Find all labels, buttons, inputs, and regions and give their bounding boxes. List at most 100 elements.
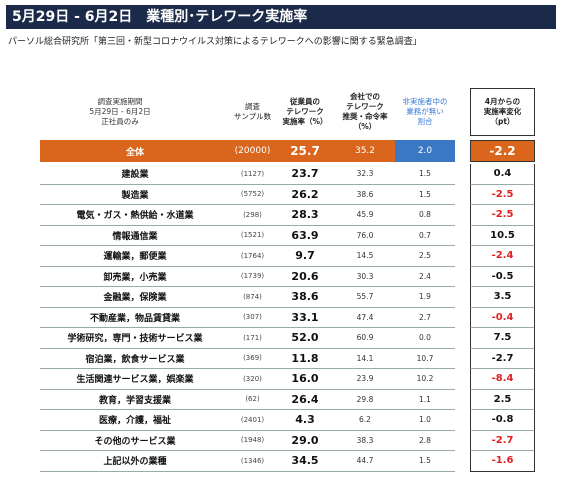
row-recommend: 38.3 [335,431,395,451]
row-sample: (2401) [230,410,275,431]
row-sample: (1127) [230,164,275,185]
total-industry: 全体 [125,147,144,158]
row-recommend: 30.3 [335,267,395,287]
row-recommend: 45.9 [335,205,395,226]
row-rate: 33.1 [275,308,335,328]
row-rate: 28.3 [275,205,335,226]
column-header: 4月からの 実施率変化 （pt） [470,88,535,136]
row-recommend: 14.1 [335,349,395,369]
total-sample: (20000) [234,146,271,156]
row-sample: (1764) [230,246,275,267]
row-recommend: 60.9 [335,328,395,349]
row-recommend: 47.4 [335,308,395,328]
row-no-work: 1.9 [395,287,455,308]
row-rate: 26.2 [275,185,335,205]
total-no-work: 2.0 [395,140,455,162]
row-recommend: 55.7 [335,287,395,308]
row-rate: 29.0 [275,431,335,451]
row-recommend: 23.9 [335,369,395,390]
row-no-work: 1.5 [395,451,455,472]
column-header: 非実施者中の 業務が無い 割合 [402,97,448,126]
row-industry: 金融業，保険業 [40,287,230,308]
row-rate: 9.7 [275,246,335,267]
row-change: -0.8 [470,410,535,431]
row-rate: 20.6 [275,267,335,287]
row-sample: (1346) [230,451,275,472]
row-change: -0.5 [470,266,535,287]
row-rate: 63.9 [275,226,335,246]
row-industry: 不動産業，物品賃貸業 [40,308,230,328]
row-no-work: 2.7 [395,308,455,328]
row-industry: 宿泊業，飲食サービス業 [40,349,230,369]
row-rate: 23.7 [275,164,335,185]
row-rate: 34.5 [275,451,335,472]
row-change: -2.5 [470,184,535,205]
row-sample: (1948) [230,431,275,451]
row-recommend: 44.7 [335,451,395,472]
row-change: -2.5 [470,205,535,226]
total-row-bg [40,140,455,162]
row-industry: 卸売業，小売業 [40,267,230,287]
title-bar: 5月29日 - 6月2日 業種別･テレワーク実施率 [6,5,556,29]
row-no-work: 0.7 [395,226,455,246]
total-recommend: 35.2 [354,146,376,156]
row-industry: 情報通信業 [40,226,230,246]
row-recommend: 32.3 [335,164,395,185]
row-change: -2.4 [470,246,535,267]
row-sample: (369) [230,349,275,369]
row-no-work: 0.0 [395,328,455,349]
row-rate: 52.0 [275,328,335,349]
row-rate: 11.8 [275,349,335,369]
row-no-work: 2.4 [395,267,455,287]
row-no-work: 10.2 [395,369,455,390]
row-no-work: 1.1 [395,390,455,410]
row-industry: 医療，介護，福祉 [40,410,230,431]
row-change: 2.5 [470,389,535,410]
row-sample: (874) [230,287,275,308]
row-rate: 26.4 [275,390,335,410]
row-no-work: 1.0 [395,410,455,431]
row-sample: (307) [230,308,275,328]
row-no-work: 10.7 [395,349,455,369]
row-industry: 上記以外の業種 [40,451,230,472]
row-change: 7.5 [470,328,535,349]
row-no-work: 1.5 [395,164,455,185]
row-rate: 4.3 [275,410,335,431]
row-change: -1.6 [470,451,535,472]
row-rate: 16.0 [275,369,335,390]
row-industry: 教育，学習支援業 [40,390,230,410]
row-industry: 運輸業，郵便業 [40,246,230,267]
row-rate: 38.6 [275,287,335,308]
period-note: 調査実施期間 5月29日 - 6月2日 正社員のみ [89,97,151,126]
row-recommend: 14.5 [335,246,395,267]
row-change: -2.7 [470,430,535,451]
row-change: -0.4 [470,307,535,328]
row-no-work: 2.8 [395,431,455,451]
row-sample: (171) [230,328,275,349]
row-change: 3.5 [470,287,535,308]
row-change: -2.7 [470,348,535,369]
row-industry: 生活関連サービス業，娯楽業 [40,369,230,390]
row-change: 0.4 [470,164,535,185]
row-industry: その他のサービス業 [40,431,230,451]
total-rate: 25.7 [290,144,320,158]
row-no-work: 0.8 [395,205,455,226]
column-header: 調査 サンプル数 [233,102,272,121]
row-no-work: 1.5 [395,185,455,205]
row-recommend: 76.0 [335,226,395,246]
row-sample: (5752) [230,185,275,205]
column-header: 会社での テレワーク 推奨・命令率 （%） [342,92,388,131]
row-sample: (320) [230,369,275,390]
row-recommend: 6.2 [335,410,395,431]
row-no-work: 2.5 [395,246,455,267]
source-note: パーソル総合研究所「第三回・新型コロナウイルス対策によるテレワークへの影響に関す… [8,37,422,47]
row-recommend: 29.8 [335,390,395,410]
row-sample: (1521) [230,226,275,246]
row-sample: (62) [230,390,275,410]
row-change: -8.4 [470,369,535,390]
row-industry: 電気・ガス・熱供給・水道業 [40,205,230,226]
row-sample: (1739) [230,267,275,287]
row-recommend: 38.6 [335,185,395,205]
row-industry: 学術研究，専門・技術サービス業 [40,328,230,349]
